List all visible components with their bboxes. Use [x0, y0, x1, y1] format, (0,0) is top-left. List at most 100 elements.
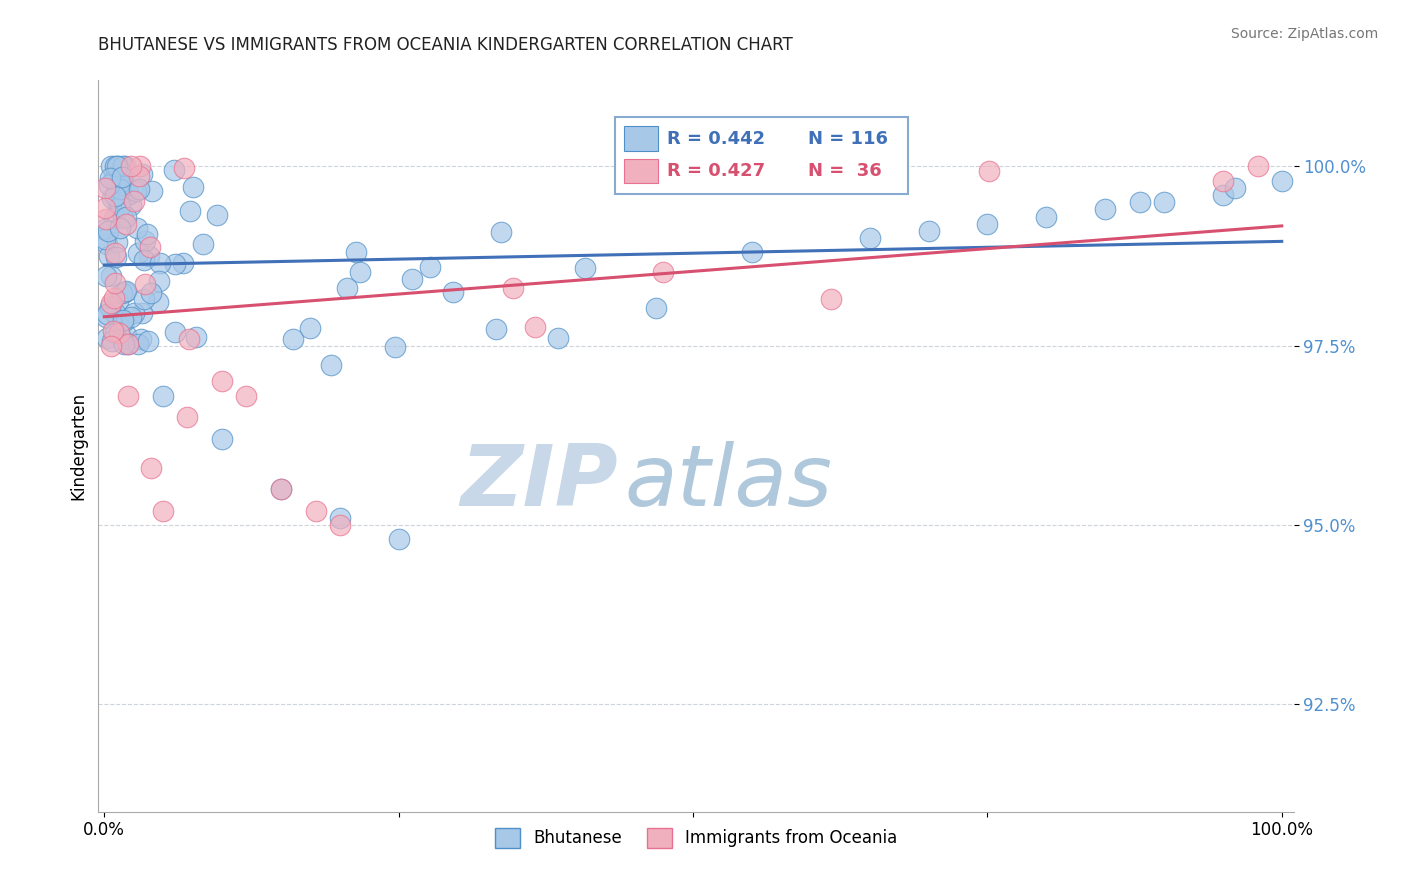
Point — [163, 162, 186, 177]
Point — [105, 235, 128, 250]
Point — [104, 326, 127, 341]
Point — [163, 257, 186, 271]
Point — [148, 275, 170, 289]
Point — [125, 221, 148, 235]
Point — [107, 326, 129, 340]
Point — [283, 333, 305, 347]
Point — [741, 245, 763, 260]
Point — [134, 234, 156, 248]
Point — [108, 169, 131, 183]
Point — [103, 172, 125, 186]
Point — [299, 320, 322, 334]
Point — [859, 231, 882, 245]
Point — [336, 281, 359, 295]
Point — [645, 301, 668, 315]
Point — [96, 310, 118, 325]
Point — [128, 169, 150, 184]
Legend: Bhutanese, Immigrants from Oceania: Bhutanese, Immigrants from Oceania — [488, 821, 904, 855]
Point — [98, 301, 121, 315]
Point — [104, 276, 127, 290]
Point — [101, 324, 124, 338]
Point — [181, 179, 204, 194]
Point — [120, 159, 142, 173]
Point — [101, 334, 124, 348]
Point — [976, 217, 998, 231]
Point — [917, 224, 939, 238]
Y-axis label: Kindergarten: Kindergarten — [69, 392, 87, 500]
Point — [977, 163, 1000, 178]
Point — [128, 159, 150, 173]
Text: Source: ZipAtlas.com: Source: ZipAtlas.com — [1230, 27, 1378, 41]
Point — [117, 337, 139, 351]
Point — [211, 432, 233, 446]
Point — [524, 320, 547, 334]
Point — [131, 167, 153, 181]
Point — [111, 169, 134, 184]
Point — [329, 510, 352, 524]
Point — [270, 482, 292, 496]
Point — [127, 246, 149, 260]
Point — [270, 482, 292, 496]
Point — [344, 244, 367, 259]
Point — [97, 178, 120, 192]
Point — [94, 232, 117, 246]
Point — [128, 182, 150, 196]
Point — [111, 159, 134, 173]
Point — [205, 208, 228, 222]
Point — [305, 503, 328, 517]
Point — [94, 181, 117, 195]
Point — [103, 169, 125, 183]
Point — [115, 284, 138, 298]
Point — [124, 194, 146, 208]
Bar — [624, 159, 658, 184]
Point — [152, 389, 174, 403]
Point — [110, 188, 132, 202]
Point — [134, 277, 156, 291]
Point — [235, 389, 257, 403]
Point — [491, 226, 513, 240]
Text: BHUTANESE VS IMMIGRANTS FROM OCEANIA KINDERGARTEN CORRELATION CHART: BHUTANESE VS IMMIGRANTS FROM OCEANIA KIN… — [98, 36, 793, 54]
Point — [108, 182, 131, 196]
Point — [107, 159, 129, 173]
Point — [329, 517, 352, 532]
Point — [120, 197, 142, 211]
Point — [502, 281, 524, 295]
Point — [401, 272, 423, 286]
Point — [132, 253, 155, 268]
Point — [319, 359, 342, 373]
Point — [1247, 159, 1270, 173]
Point — [112, 312, 135, 326]
Point — [146, 295, 169, 310]
Point — [96, 307, 118, 321]
Point — [114, 285, 136, 299]
Point — [574, 260, 596, 275]
Point — [117, 389, 139, 403]
Point — [96, 331, 118, 345]
Point — [141, 285, 163, 300]
Point — [114, 159, 136, 173]
Point — [107, 313, 129, 327]
Point — [104, 250, 127, 264]
Point — [107, 200, 129, 214]
Text: ZIP: ZIP — [461, 441, 619, 524]
Text: R = 0.442: R = 0.442 — [668, 130, 765, 148]
Point — [136, 227, 159, 242]
Point — [96, 237, 118, 252]
Point — [1129, 195, 1152, 210]
Point — [134, 292, 156, 306]
Point — [100, 338, 122, 352]
Point — [1212, 188, 1234, 202]
Point — [112, 336, 135, 351]
Point — [100, 159, 122, 173]
Point — [211, 375, 233, 389]
Point — [111, 178, 134, 193]
Point — [118, 187, 141, 202]
Point — [104, 189, 127, 203]
Point — [127, 337, 149, 351]
Point — [110, 199, 132, 213]
Point — [97, 224, 120, 238]
Point — [122, 306, 145, 320]
Point — [441, 285, 464, 300]
Point — [1153, 195, 1175, 210]
Point — [384, 340, 406, 354]
